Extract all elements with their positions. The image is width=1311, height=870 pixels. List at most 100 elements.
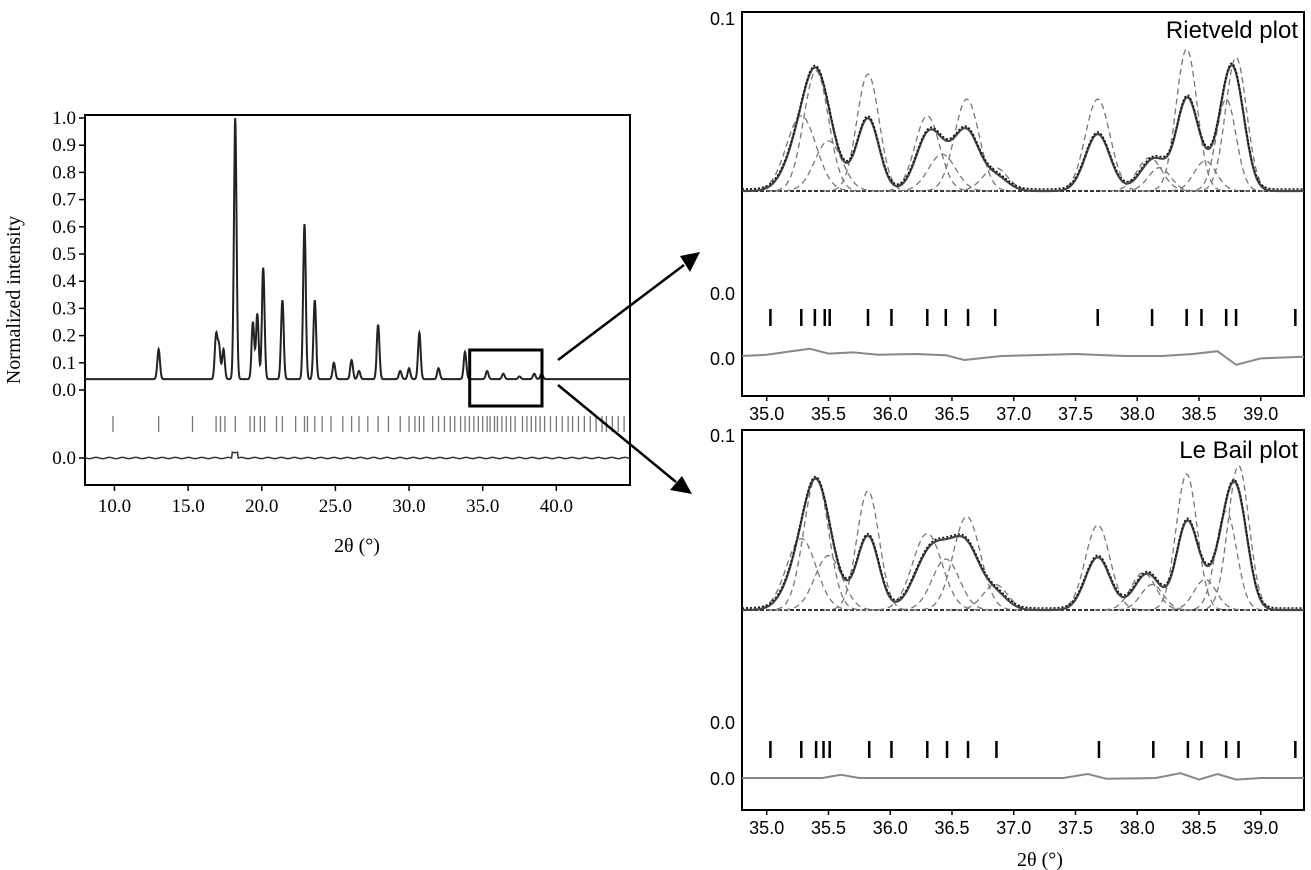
rietveld-component-peak bbox=[774, 140, 883, 192]
rietveld-component-peak bbox=[823, 73, 913, 192]
lebail-component-peak bbox=[1107, 583, 1197, 611]
lebail-x-tick-label: 37.0 bbox=[996, 818, 1031, 838]
lebail-component-peak bbox=[774, 554, 883, 611]
lebail-panel: Le Bail plot 0.1 0.0 0.0 35.0 35.5 36.0 36.… bbox=[710, 426, 1305, 870]
rietveld-component-peak bbox=[1186, 98, 1266, 192]
rietveld-frame bbox=[741, 11, 1305, 397]
main-y-tick-label: 0.0 bbox=[52, 380, 76, 401]
arrow-to-lebail bbox=[557, 384, 677, 483]
lebail-component-peak bbox=[1144, 473, 1229, 611]
rietveld-title: Rietveld plot bbox=[1166, 17, 1298, 44]
lebail-x-tick-label: 38.5 bbox=[1181, 818, 1216, 838]
main-x-tick-label: 40.0 bbox=[540, 496, 573, 517]
lebail-reflections bbox=[742, 741, 1304, 781]
lebail-x-tick-label: 35.5 bbox=[811, 818, 846, 838]
lebail-title: Le Bail plot bbox=[1179, 437, 1298, 464]
main-difference-curve bbox=[84, 451, 631, 460]
main-chart: 1.0 0.9 0.8 0.7 0.6 0.5 0.4 0.3 0.2 0.1 0.0 0.0 10.… bbox=[3, 108, 631, 557]
main-y-tick-label: 0.7 bbox=[52, 190, 76, 211]
lebail-component-peak bbox=[868, 532, 987, 611]
zoom-box bbox=[468, 348, 544, 408]
rietveld-panel: Rietveld plot 0.1 0.0 0.0 35.0 35.5 36.0 36… bbox=[710, 9, 1305, 424]
rietveld-component-peak bbox=[917, 98, 1017, 192]
rietveld-component-peak bbox=[1144, 48, 1229, 192]
main-plot-frame bbox=[84, 114, 631, 486]
rietveld-calculated-profile bbox=[742, 64, 1304, 193]
lebail-frame bbox=[741, 429, 1305, 811]
main-y-tick-label: 0.3 bbox=[52, 298, 76, 319]
rietveld-difference-curve bbox=[741, 347, 1305, 366]
rietveld-component-peak bbox=[1160, 160, 1250, 192]
rietveld-component-peak bbox=[877, 115, 977, 192]
lebail-component-peak bbox=[766, 476, 866, 611]
main-y-tick-label: 0.5 bbox=[52, 244, 76, 265]
rietveld-component-peak bbox=[766, 70, 866, 192]
arrow-head-upper bbox=[680, 252, 700, 272]
lebail-x-tick-label: 36.5 bbox=[934, 818, 969, 838]
main-y-axis-label: Normalized intensity bbox=[3, 216, 25, 384]
main-y-tick-label: 0.6 bbox=[52, 217, 76, 238]
lebail-x-ticks: 35.0 35.5 36.0 36.5 37.0 37.5 38.0 38.5 39.0 bbox=[749, 810, 1278, 838]
arrow-to-rietveld bbox=[557, 264, 685, 361]
rietveld-component-peak bbox=[1048, 98, 1148, 192]
main-x-tick-label: 30.0 bbox=[392, 496, 425, 517]
main-y-ticks: 1.0 0.9 0.8 0.7 0.6 0.5 0.4 0.3 0.2 0.1 0.0 0.0 bbox=[52, 108, 85, 469]
lebail-x-tick-label: 38.0 bbox=[1120, 818, 1155, 838]
lebail-component-peak bbox=[1184, 510, 1269, 611]
lebail-component-peak bbox=[823, 490, 913, 611]
main-y-tick-label: 1.0 bbox=[52, 108, 76, 129]
lebail-x-tick-label: 35.0 bbox=[749, 818, 784, 838]
zoom-arrows bbox=[557, 252, 700, 494]
rietveld-y-tick-mid: 0.0 bbox=[710, 284, 735, 304]
rietveld-x-ticks: 35.0 35.5 36.0 36.5 37.0 37.5 38.0 38.5 39.0 bbox=[749, 396, 1278, 424]
rietveld-x-tick-label: 35.0 bbox=[749, 404, 784, 424]
rietveld-x-tick-label: 39.0 bbox=[1243, 404, 1278, 424]
arrow-head-lower bbox=[670, 476, 692, 494]
rietveld-y-tick-top: 0.1 bbox=[710, 9, 735, 29]
lebail-x-tick-label: 37.5 bbox=[1058, 818, 1093, 838]
lebail-observed-points bbox=[742, 475, 1304, 609]
rietveld-component-peak bbox=[1194, 56, 1279, 192]
rietveld-x-tick-label: 36.0 bbox=[873, 404, 908, 424]
lebail-components bbox=[742, 464, 1304, 612]
lebail-y-tick-diff: 0.0 bbox=[710, 769, 735, 789]
rietveld-x-tick-label: 38.0 bbox=[1120, 404, 1155, 424]
lebail-component-peak bbox=[1160, 578, 1250, 611]
lebail-x-axis-label: 2θ (°) bbox=[1017, 849, 1063, 870]
main-x-tick-label: 25.0 bbox=[319, 496, 352, 517]
main-observed-profile bbox=[85, 117, 630, 381]
main-diff-tick-label: 0.0 bbox=[52, 448, 76, 469]
lebail-x-tick-label: 36.0 bbox=[873, 818, 908, 838]
main-x-tick-label: 20.0 bbox=[245, 496, 278, 517]
rietveld-reflections bbox=[741, 309, 1305, 366]
rietveld-x-tick-label: 38.5 bbox=[1181, 404, 1216, 424]
main-x-tick-label: 15.0 bbox=[171, 496, 204, 517]
main-x-ticks: 10.0 15.0 20.0 25.0 30.0 35.0 40.0 bbox=[98, 485, 573, 517]
main-y-tick-label: 0.4 bbox=[52, 271, 76, 292]
main-y-tick-label: 0.1 bbox=[52, 353, 76, 374]
main-y-tick-label: 0.2 bbox=[52, 326, 76, 347]
main-y-tick-label: 0.8 bbox=[52, 162, 76, 183]
lebail-component-peak bbox=[1196, 464, 1281, 611]
main-y-tick-label: 0.9 bbox=[52, 135, 76, 156]
lebail-difference-curve bbox=[742, 772, 1304, 781]
rietveld-y-tick-diff: 0.0 bbox=[710, 349, 735, 369]
lebail-component-peak bbox=[891, 558, 1001, 611]
rietveld-x-tick-label: 37.0 bbox=[996, 404, 1031, 424]
rietveld-x-tick-label: 36.5 bbox=[934, 404, 969, 424]
rietveld-x-tick-label: 37.5 bbox=[1058, 404, 1093, 424]
rietveld-x-tick-label: 35.5 bbox=[811, 404, 846, 424]
main-x-tick-label: 35.0 bbox=[466, 496, 499, 517]
rietveld-observed-points bbox=[742, 62, 1304, 190]
rietveld-components bbox=[742, 48, 1304, 193]
lebail-x-tick-label: 39.0 bbox=[1243, 818, 1278, 838]
main-reflections bbox=[112, 416, 625, 432]
rietveld-component-peak bbox=[887, 153, 997, 192]
main-x-axis-label: 2θ (°) bbox=[334, 535, 380, 557]
lebail-calculated-profile bbox=[742, 477, 1304, 612]
lebail-component-peak bbox=[1048, 524, 1148, 611]
lebail-y-tick-top: 0.1 bbox=[710, 426, 735, 446]
main-x-tick-label: 10.0 bbox=[98, 496, 131, 517]
lebail-y-tick-mid: 0.0 bbox=[710, 713, 735, 733]
